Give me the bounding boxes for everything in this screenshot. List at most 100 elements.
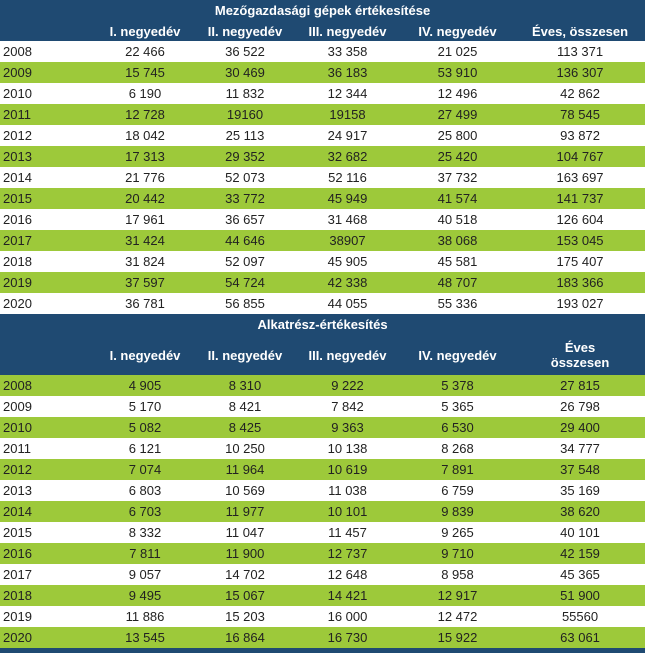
value-cell: 10 619 [295, 459, 400, 480]
table-title: Alkatrész-értékesítés [0, 314, 645, 335]
value-cell: 52 116 [328, 170, 367, 185]
year-cell: 2014 [0, 501, 95, 522]
value-cell: 41 574 [400, 188, 515, 209]
value-cell: 31 424 [95, 230, 195, 251]
value-cell: 11 457 [328, 525, 367, 540]
value-cell: 10 101 [295, 501, 400, 522]
value-cell: 78 545 [515, 104, 645, 125]
table-row: 2013 17 313 29 352 32 682 25 420 104 767 [0, 146, 645, 167]
value-cell: 24 917 [327, 128, 368, 143]
value-cell: 29 352 [195, 146, 295, 167]
value-cell: 5 365 [441, 399, 474, 414]
value-cell: 40 101 [560, 525, 600, 540]
value-cell: 34 777 [560, 441, 600, 456]
value-cell: 40 518 [437, 212, 478, 227]
value-cell: 15 922 [400, 627, 515, 648]
value-cell: 10 138 [327, 441, 368, 456]
value-cell: 21 025 [437, 44, 478, 59]
table-row: 2008 4 905 8 310 9 222 5 378 27 815 [0, 375, 645, 396]
value-cell: 7 842 [331, 399, 364, 414]
table-row: 2013 6 803 10 569 11 038 6 759 35 169 [0, 480, 645, 501]
year-cell: 2012 [0, 459, 95, 480]
table-row: 2020 36 781 56 855 44 055 55 336 193 027 [0, 293, 645, 314]
value-cell: 37 732 [437, 170, 478, 185]
column-header: III. negyedév [295, 335, 400, 375]
value-cell: 136 307 [515, 62, 645, 83]
table-row: 2011 12 728 19160 19158 27 499 78 545 [0, 104, 645, 125]
value-cell: 9 265 [441, 525, 474, 540]
value-cell: 6 759 [441, 483, 474, 498]
value-cell: 38 068 [400, 230, 515, 251]
value-cell: 21 776 [125, 170, 165, 185]
value-cell: 27 815 [515, 375, 645, 396]
value-cell: 33 772 [195, 188, 295, 209]
year-cell: 2008 [0, 375, 95, 396]
value-cell: 126 604 [556, 212, 604, 227]
year-cell: 2017 [3, 567, 32, 582]
value-cell: 53 910 [400, 62, 515, 83]
value-cell: 15 745 [95, 62, 195, 83]
value-cell: 9 057 [128, 567, 162, 582]
value-cell: 45 365 [560, 567, 600, 582]
value-cell: 12 648 [327, 567, 368, 582]
value-cell: 20 442 [95, 188, 195, 209]
value-cell: 113 371 [557, 44, 604, 59]
value-cell: 13 545 [95, 627, 195, 648]
year-cell: 2019 [3, 609, 32, 624]
year-cell: 2015 [3, 525, 32, 540]
value-cell: 6 121 [128, 441, 162, 456]
value-cell: 11 964 [195, 459, 295, 480]
column-header: IV. negyedév [400, 21, 515, 41]
value-cell: 19158 [295, 104, 400, 125]
value-cell: 48 707 [400, 272, 515, 293]
value-cell: 36 657 [225, 212, 265, 227]
column-header: I. negyedév [95, 21, 195, 41]
year-cell: 2010 [0, 417, 95, 438]
column-header: III. negyedév [295, 21, 400, 41]
value-cell: 193 027 [556, 296, 604, 311]
value-cell: 9 710 [400, 543, 515, 564]
value-cell: 10 250 [225, 441, 265, 456]
year-cell: 2009 [0, 62, 95, 83]
value-cell: 55560 [561, 609, 599, 624]
value-cell: 14 421 [295, 585, 400, 606]
value-cell: 16 000 [327, 609, 368, 624]
value-cell: 19160 [195, 104, 295, 125]
value-cell: 11 900 [195, 543, 295, 564]
value-cell: 10 569 [225, 483, 265, 498]
value-cell: 30 469 [195, 62, 295, 83]
value-cell: 12 917 [400, 585, 515, 606]
year-cell: 2011 [0, 104, 95, 125]
value-cell: 6 530 [400, 417, 515, 438]
value-cell: 25 800 [437, 128, 478, 143]
value-cell: 9 495 [95, 585, 195, 606]
year-cell: 2013 [3, 483, 32, 498]
value-cell: 36 183 [295, 62, 400, 83]
year-cell: 2015 [0, 188, 95, 209]
value-cell: 44 646 [195, 230, 295, 251]
value-cell: 5 082 [95, 417, 195, 438]
value-cell: 8 268 [441, 441, 474, 456]
table-row: 2015 8 332 11 047 11 457 9 265 40 101 [0, 522, 645, 543]
bottom-rule [0, 648, 645, 653]
table-row: 2009 5 170 8 421 7 842 5 365 26 798 [0, 396, 645, 417]
value-cell: 163 697 [556, 170, 604, 185]
value-cell: 38907 [295, 230, 400, 251]
year-header [0, 21, 95, 41]
year-cell: 2020 [3, 296, 32, 311]
table-row: 2017 31 424 44 646 38907 38 068 153 045 [0, 230, 645, 251]
column-header: II. negyedév [195, 21, 295, 41]
value-cell: 12 728 [95, 104, 195, 125]
table-row: 2012 7 074 11 964 10 619 7 891 37 548 [0, 459, 645, 480]
value-cell: 54 724 [195, 272, 295, 293]
value-cell: 8 425 [195, 417, 295, 438]
value-cell: 4 905 [95, 375, 195, 396]
year-cell: 2018 [3, 254, 32, 269]
value-cell: 17 313 [95, 146, 195, 167]
value-cell: 8 421 [228, 399, 262, 414]
sales-table-parts: Alkatrész-értékesítés I. negyedév II. negy… [0, 314, 645, 648]
table-row: 2011 6 121 10 250 10 138 8 268 34 777 [0, 438, 645, 459]
value-cell: 11 038 [328, 483, 367, 498]
value-cell: 25 113 [225, 128, 265, 143]
